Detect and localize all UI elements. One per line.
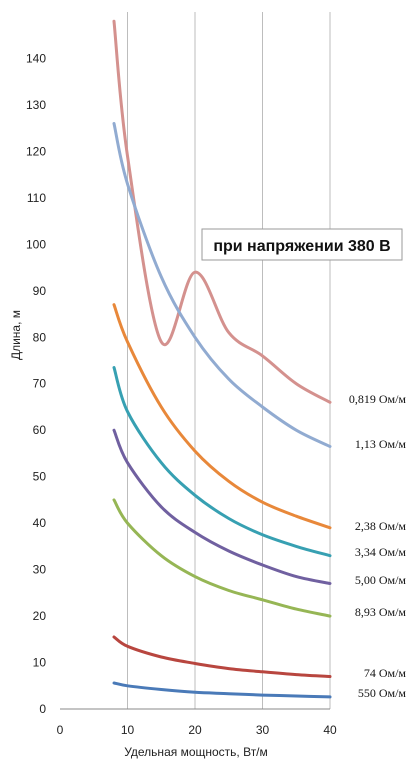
y-tick-label: 140 bbox=[26, 51, 46, 65]
y-tick-label: 20 bbox=[33, 609, 47, 623]
y-tick-label: 90 bbox=[33, 284, 47, 298]
series-line-2 bbox=[112, 303, 332, 530]
x-tick-label: 20 bbox=[188, 723, 202, 737]
y-tick-label: 100 bbox=[26, 237, 46, 251]
x-tick-label: 30 bbox=[256, 723, 270, 737]
y-tick-label: 0 bbox=[39, 702, 46, 716]
y-tick-label: 10 bbox=[33, 656, 47, 670]
series-line-6 bbox=[112, 635, 332, 678]
series-label-5: 8,93 Ом/м bbox=[355, 605, 407, 619]
y-tick-label: 50 bbox=[33, 470, 47, 484]
y-tick-label: 60 bbox=[33, 423, 47, 437]
series-line-1 bbox=[112, 122, 332, 448]
series-label-6: 74 Ом/м bbox=[364, 666, 407, 680]
x-axis-title: Удельная мощность, Вт/м bbox=[124, 745, 268, 759]
series-line-4 bbox=[112, 428, 332, 585]
series-line-7 bbox=[112, 681, 332, 699]
series-label-7: 550 Ом/м bbox=[358, 686, 407, 700]
series-label-3: 3,34 Ом/м bbox=[355, 545, 407, 559]
y-tick-label: 110 bbox=[27, 191, 46, 205]
x-tick-label: 10 bbox=[121, 723, 135, 737]
y-axis-ticks: 0 10 20 30 40 50 60 70 80 90 100 110 120 130 140 bbox=[26, 51, 46, 716]
y-tick-label: 30 bbox=[33, 563, 47, 577]
series-line-5 bbox=[112, 498, 332, 618]
annotation-box: при напряжении 380 В bbox=[201, 228, 403, 261]
y-tick-label: 40 bbox=[33, 516, 47, 530]
x-axis-ticks: 0 10 20 30 40 bbox=[57, 723, 337, 737]
y-axis-title: Длина, м bbox=[9, 310, 23, 360]
annotation-text: при напряжении 380 В bbox=[213, 238, 390, 255]
grid bbox=[127, 12, 331, 709]
series-label-0: 0,819 Ом/м bbox=[349, 392, 407, 406]
series-label-1: 1,13 Ом/м bbox=[355, 437, 407, 451]
y-tick-label: 130 bbox=[26, 98, 46, 112]
series-line-3 bbox=[112, 366, 332, 558]
series-line-0 bbox=[112, 19, 332, 404]
y-tick-label: 120 bbox=[26, 144, 46, 158]
y-tick-label: 80 bbox=[33, 330, 47, 344]
x-tick-label: 0 bbox=[57, 723, 64, 737]
series-label-2: 2,38 Ом/м bbox=[355, 519, 407, 533]
series-labels: 0,819 Ом/м 1,13 Ом/м 2,38 Ом/м 3,34 Ом/м 5,0… bbox=[349, 392, 407, 700]
x-tick-label: 40 bbox=[323, 723, 337, 737]
y-tick-label: 70 bbox=[33, 377, 47, 391]
series-label-4: 5,00 Ом/м bbox=[355, 573, 407, 587]
series-lines bbox=[112, 19, 332, 699]
